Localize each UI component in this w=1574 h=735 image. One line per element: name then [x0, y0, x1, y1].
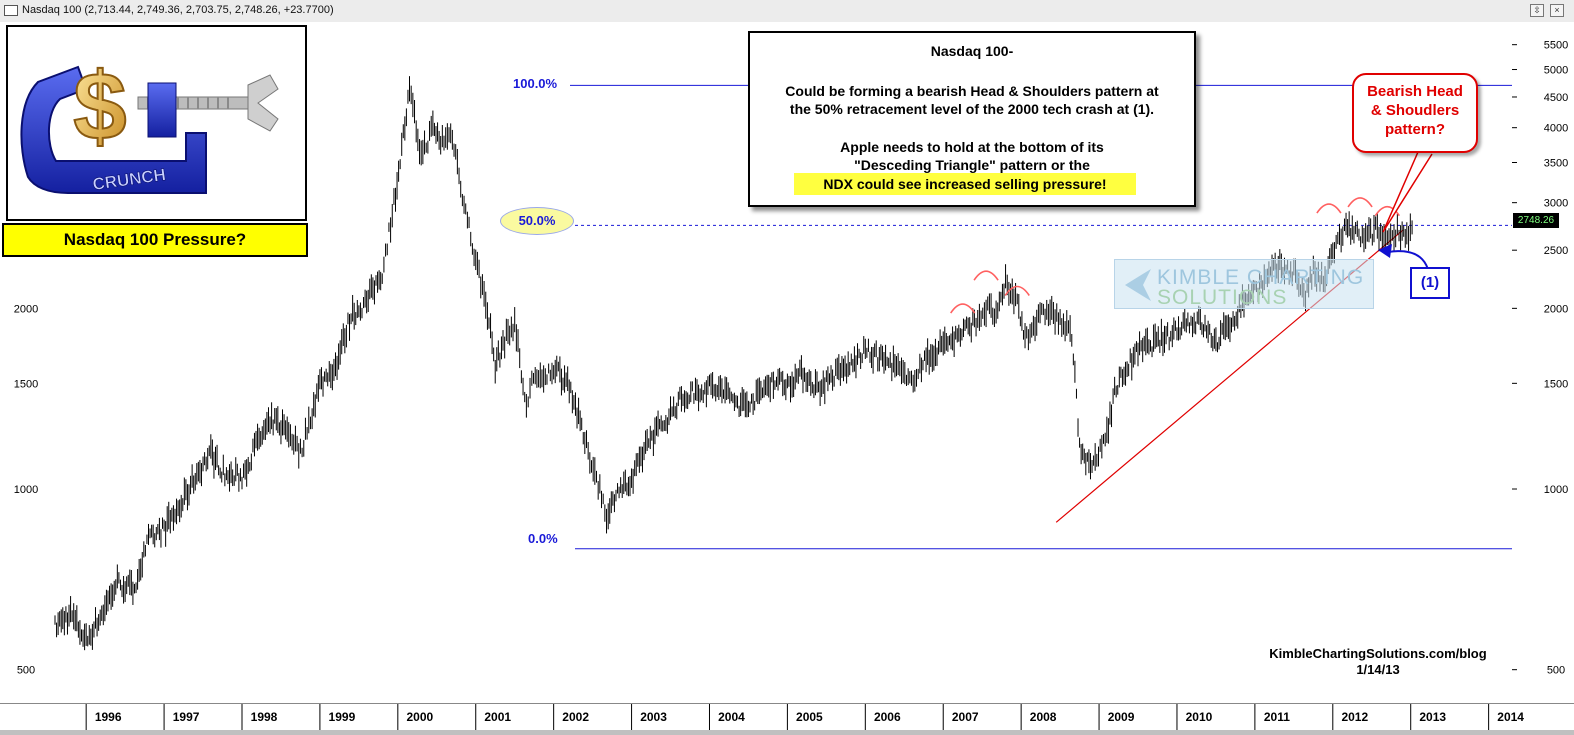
- note-line5: "Desceding Triangle" pattern or the: [854, 157, 1090, 173]
- y-tick-label: 4000: [1544, 123, 1568, 135]
- crunch-logo: $ CRUNCH: [6, 25, 307, 221]
- shoulder-arc-2: [1004, 285, 1030, 296]
- fib-0-label: 0.0%: [528, 531, 558, 546]
- note-highlight: NDX could see increased selling pressure…: [794, 173, 1136, 195]
- fib-100-label: 100.0%: [513, 76, 558, 91]
- logo-caption: Nasdaq 100 Pressure?: [2, 223, 308, 257]
- window-title: Nasdaq 100 (2,713.44, 2,749.36, 2,703.75…: [22, 4, 334, 16]
- clamp-dollar-icon: $ CRUNCH: [20, 52, 279, 194]
- x-tick-label: 2004: [718, 710, 745, 724]
- y-axis-svg: 500 1000 1500 2000 2500 3000 3500 4000 4500 5000 5…: [1512, 40, 1568, 677]
- commentary-box: Nasdaq 100- Could be forming a bearish H…: [748, 31, 1196, 207]
- x-tick-label: 1997: [173, 710, 200, 724]
- note-line3: the 50% retracement level of the 2000 te…: [789, 101, 1155, 117]
- x-axis-svg: 1996 1997 1998 1999 2000 2001 2002 2003 2004 2005…: [85, 704, 1524, 730]
- last-price-tag: 2748.26: [1513, 213, 1559, 228]
- y-tick-label: 1500: [1544, 378, 1568, 390]
- credit: KimbleChartingSolutions.com/blog 1/14/13: [1262, 646, 1494, 678]
- x-axis: 1996 1997 1998 1999 2000 2001 2002 2003 2004 2005…: [0, 703, 1574, 730]
- x-tick-label: 1996: [95, 710, 122, 724]
- note-line4: Apple needs to hold at the bottom of its: [840, 139, 1104, 155]
- price-series: [54, 76, 1413, 651]
- y-tick-label-left: 500: [17, 665, 35, 677]
- watermark-line2: SOLUTIONS: [1157, 286, 1288, 309]
- x-tick-label: 2000: [406, 710, 433, 724]
- x-tick-label: 2012: [1341, 710, 1368, 724]
- x-tick-label: 1999: [329, 710, 356, 724]
- x-tick-label: 2011: [1264, 710, 1290, 724]
- note-title: Nasdaq 100-: [930, 43, 1014, 59]
- y-tick-label: 5500: [1544, 40, 1568, 52]
- x-tick-label: 1998: [251, 710, 278, 724]
- y-tick-label: 1000: [1544, 484, 1568, 496]
- bear-line2: & Shoudlers: [1370, 102, 1460, 119]
- bear-line1: Bearish Head: [1367, 83, 1463, 100]
- x-tick-label: 2007: [952, 710, 979, 724]
- y-tick-label: 2000: [1544, 303, 1568, 315]
- credit-site: KimbleChartingSolutions.com/blog: [1269, 646, 1487, 661]
- fib-50-label: 50.0%: [500, 207, 574, 235]
- shoulder-arc-1: [973, 270, 999, 281]
- y-tick-label: 500: [1547, 665, 1565, 677]
- point-1-label: (1): [1410, 267, 1450, 299]
- price-chart: 500 1000 1500 2000: [14, 76, 1512, 677]
- y-tick-label: 2500: [1544, 245, 1568, 257]
- shoulder-arc-0: [950, 303, 976, 314]
- y-tick-label-left: 1500: [14, 378, 38, 390]
- x-tick-label: 2001: [484, 710, 511, 724]
- x-tick-label: 2013: [1419, 710, 1446, 724]
- x-tick-label: 2008: [1030, 710, 1057, 724]
- watermark-arrow-icon: [1125, 269, 1151, 301]
- credit-date: 1/14/13: [1356, 662, 1400, 677]
- y-tick-label: 4500: [1544, 92, 1568, 104]
- x-tick-label: 2009: [1108, 710, 1135, 724]
- x-tick-label: 2014: [1497, 710, 1524, 724]
- watermark-line1: KIMBLE CHARTING: [1157, 266, 1365, 289]
- bearish-callout: Bearish Head & Shoudlers pattern?: [1352, 73, 1478, 153]
- watermark: KIMBLE CHARTING SOLUTIONS: [1114, 259, 1374, 309]
- y-tick-label: 3000: [1544, 198, 1568, 210]
- y-tick-label: 3500: [1544, 157, 1568, 169]
- x-tick-label: 2010: [1186, 710, 1213, 724]
- note-line2: Could be forming a bearish Head & Should…: [785, 83, 1159, 99]
- point-arrowhead: [1378, 244, 1392, 258]
- close-button[interactable]: ×: [1550, 4, 1564, 17]
- x-tick-label: 2006: [874, 710, 901, 724]
- shoulder-arc-5: [1374, 205, 1401, 217]
- shoulder-arc-4: [1347, 197, 1373, 208]
- x-tick-label: 2003: [640, 710, 667, 724]
- callout-pointer: [1382, 151, 1433, 233]
- y-tick-label-left: 2000: [14, 303, 38, 315]
- shoulder-arc-3: [1316, 203, 1342, 214]
- bear-line3: pattern?: [1385, 121, 1445, 138]
- restore-button[interactable]: ⇳: [1530, 4, 1544, 17]
- y-tick-label-left: 1000: [14, 484, 38, 496]
- x-tick-label: 2002: [562, 710, 589, 724]
- title-bar: Nasdaq 100 (2,713.44, 2,749.36, 2,703.75…: [0, 0, 1574, 23]
- chart-window-icon: [4, 5, 18, 16]
- y-axis: 500 1000 1500 2000 2500 3000 3500 4000 4500 5000 5…: [1512, 22, 1574, 703]
- svg-text:$: $: [73, 53, 126, 160]
- x-tick-label: 2005: [796, 710, 823, 724]
- y-tick-label: 5000: [1544, 65, 1568, 77]
